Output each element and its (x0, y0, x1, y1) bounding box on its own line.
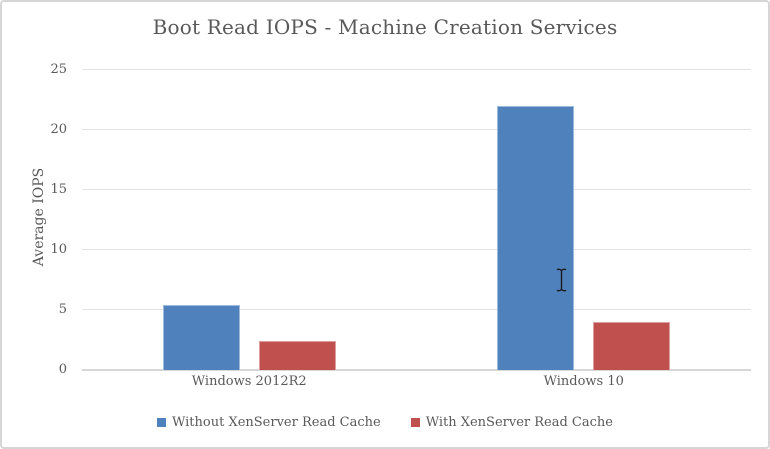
y-tick-label-20: 20 (50, 122, 67, 137)
legend-label: Without XenServer Read Cache (172, 415, 381, 430)
gridline-y-10 (82, 249, 751, 250)
chart-title: Boot Read IOPS - Machine Creation Servic… (152, 15, 618, 39)
gridline-y-20 (82, 129, 751, 130)
text-cursor-icon (556, 268, 567, 292)
x-axis-labels: Windows 2012R2 Windows 10 (82, 374, 751, 389)
category-group-0 (82, 70, 417, 370)
bar-without-cache-0 (162, 305, 240, 370)
gridline-y-5 (82, 309, 751, 310)
legend: Without XenServer Read Cache With XenServ… (2, 415, 768, 430)
x-axis-line (82, 369, 751, 371)
bar-with-cache-0 (258, 341, 336, 370)
x-axis-label-0: Windows 2012R2 (191, 374, 307, 389)
legend-swatch-icon (410, 418, 420, 427)
bar-without-cache-1 (497, 106, 575, 370)
plot-area (82, 69, 751, 371)
gridline-y-25 (82, 69, 751, 70)
y-tick-label-0: 0 (58, 362, 67, 377)
gridline-y-15 (82, 189, 751, 190)
y-tick-label-10: 10 (50, 242, 67, 257)
x-axis-label-1: Windows 10 (543, 374, 624, 389)
category-group-1 (417, 70, 752, 370)
legend-label: With XenServer Read Cache (425, 415, 613, 430)
y-tick-label-5: 5 (58, 302, 67, 317)
bars-layer (82, 70, 751, 370)
bar-with-cache-1 (593, 322, 671, 370)
y-tick-label-25: 25 (50, 62, 67, 77)
y-tick-label-15: 15 (50, 182, 67, 197)
y-axis-tick-labels: 0 5 10 15 20 25 (2, 62, 67, 377)
legend-swatch-icon (157, 418, 166, 427)
legend-item-1: With XenServer Read Cache (410, 415, 613, 430)
legend-item-0: Without XenServer Read Cache (157, 415, 381, 430)
